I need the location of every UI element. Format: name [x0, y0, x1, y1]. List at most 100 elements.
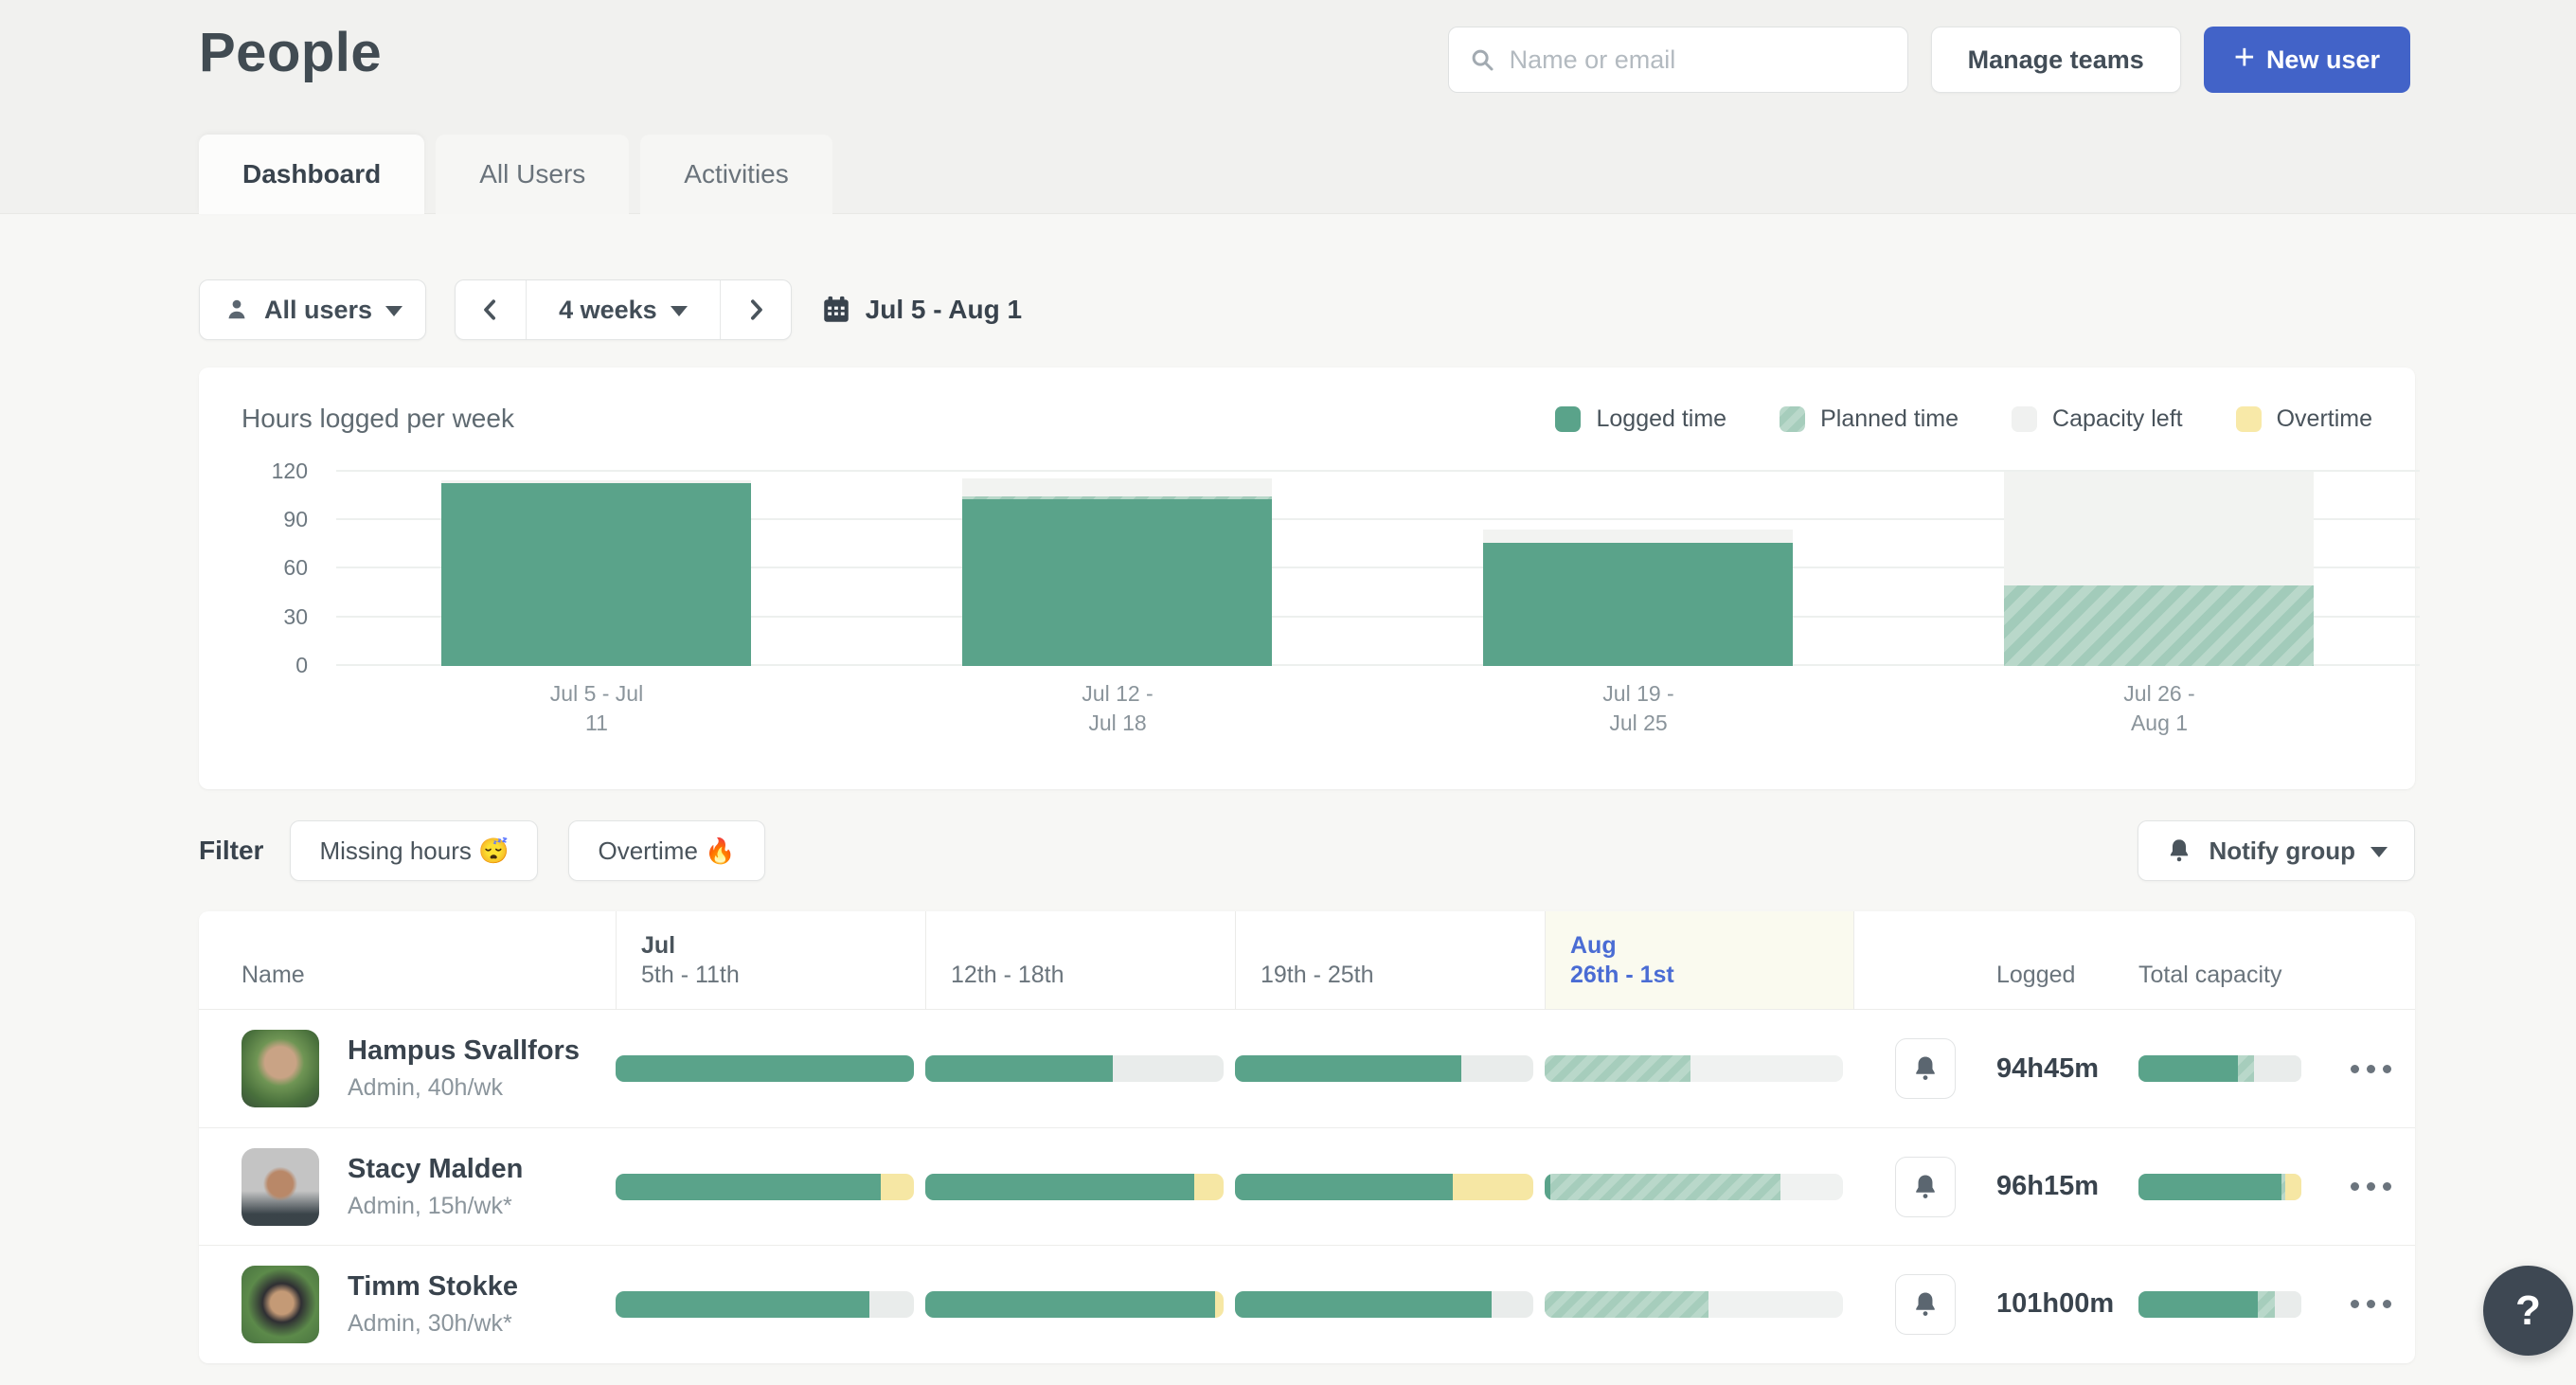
search-box[interactable]	[1447, 27, 1908, 93]
capacity-bar	[2138, 1173, 2301, 1200]
bar-segment-capacity	[1491, 1290, 1533, 1318]
chart-legend: Logged time Planned time Capacity left Over…	[1555, 405, 2372, 433]
new-user-button[interactable]: + New user	[2203, 27, 2410, 93]
manage-teams-button[interactable]: Manage teams	[1930, 27, 2181, 93]
tab-all-users[interactable]: All Users	[436, 135, 630, 214]
menu-dot-icon	[2383, 1300, 2391, 1308]
help-button[interactable]: ?	[2483, 1266, 2573, 1356]
bar-segment-logged	[925, 1290, 1215, 1318]
y-tick-label: 90	[283, 507, 308, 531]
logged-value: 94h45m	[1996, 1052, 2100, 1084]
prev-period-button[interactable]	[456, 280, 526, 339]
week-bar	[925, 1055, 1224, 1082]
avatar	[242, 1265, 319, 1343]
logged-value: 96h15m	[1996, 1171, 2100, 1201]
bell-cell	[1854, 1156, 1996, 1217]
row-menu-button[interactable]	[2337, 1064, 2415, 1073]
notify-user-button[interactable]	[1895, 1156, 1956, 1217]
week-cell-4	[1545, 1290, 1854, 1318]
chart-segment-planned	[2004, 585, 2314, 666]
logged-swatch-icon	[1555, 405, 1582, 432]
capacity-bar	[2138, 1055, 2301, 1082]
chart-segment-planned	[962, 496, 1272, 499]
chart-segment-capacity	[441, 480, 751, 483]
tab-activities[interactable]: Activities	[640, 135, 832, 214]
chart-segment-logged	[962, 499, 1272, 666]
bar-segment-logged	[616, 1055, 914, 1082]
person-meta: Admin, 40h/wk	[348, 1074, 503, 1101]
next-period-button[interactable]	[721, 280, 791, 339]
legend-label: Overtime	[2276, 405, 2372, 432]
person-name: Timm Stokke	[348, 1270, 518, 1302]
column-header-bell	[1854, 911, 1996, 1009]
user-filter-label: All users	[264, 295, 373, 324]
week-cell-1	[616, 1290, 925, 1318]
capacity-segment-planned	[2281, 1173, 2285, 1200]
x-tick-line: Jul 5 - Jul	[549, 681, 644, 706]
capacity-bar	[2138, 1290, 2301, 1318]
bar-segment-logged	[1235, 1055, 1462, 1082]
tabs: Dashboard All Users Activities	[199, 135, 832, 214]
date-range-label: Jul 5 - Aug 1	[865, 295, 1023, 324]
notify-user-button[interactable]	[1895, 1038, 1956, 1099]
y-tick-label: 30	[283, 604, 308, 629]
x-tick-line: 11	[585, 710, 608, 735]
column-header-menu	[2337, 911, 2415, 1009]
filter-row: Filter Missing hours 😴 Overtime 🔥 Notify …	[199, 820, 2415, 881]
week-bar	[616, 1173, 914, 1200]
legend-label: Capacity left	[2052, 405, 2183, 432]
date-range: Jul 5 - Aug 1	[820, 294, 1022, 326]
search-input[interactable]	[1509, 45, 1888, 75]
column-header-logged: Logged	[1996, 962, 2076, 988]
legend-item-capacity: Capacity left	[2012, 405, 2183, 433]
bar-segment-planned	[1545, 1055, 1691, 1082]
bar-segment-overtime	[881, 1173, 914, 1200]
period-dropdown[interactable]: 4 weeks	[526, 280, 721, 339]
chart-segment-capacity	[962, 478, 1272, 496]
capacity-segment-capacity	[2275, 1290, 2301, 1318]
week-bar	[616, 1055, 914, 1082]
week-month-label: Jul	[641, 932, 676, 959]
week-month-label	[1261, 931, 1545, 961]
tab-label: Activities	[684, 159, 789, 189]
calendar-icon	[820, 294, 852, 326]
x-tick-line: Jul 19 -	[1602, 681, 1674, 706]
bar-segment-capacity	[1461, 1055, 1533, 1082]
notify-user-button[interactable]	[1895, 1273, 1956, 1335]
notify-group-button[interactable]: Notify group	[2138, 820, 2415, 881]
capacity-segment-planned	[2257, 1290, 2276, 1318]
row-menu-button[interactable]	[2337, 1300, 2415, 1308]
column-header-week-4: Aug 26th - 1st	[1545, 911, 1854, 1009]
chart-plot	[336, 470, 2420, 666]
week-cell-2	[925, 1290, 1235, 1318]
person-icon	[223, 296, 251, 324]
gridline	[336, 664, 2420, 666]
user-filter-dropdown[interactable]: All users	[199, 279, 427, 340]
column-header-capacity: Total capacity	[2138, 962, 2282, 988]
legend-item-logged: Logged time	[1555, 405, 1726, 433]
week-cell-3	[1235, 1290, 1545, 1318]
week-bar	[1545, 1173, 1843, 1200]
week-bar	[925, 1290, 1224, 1318]
hours-chart-card: Hours logged per week Logged time Planned…	[199, 368, 2420, 789]
bar-segment-overtime	[1452, 1173, 1533, 1200]
bar-segment-future	[1780, 1173, 1843, 1200]
week-month-label: Aug	[1570, 932, 1617, 959]
week-cell-3	[1235, 1173, 1545, 1200]
y-tick-label: 60	[283, 555, 308, 580]
filter-chip-missing-hours[interactable]: Missing hours 😴	[290, 820, 539, 881]
filter-chip-overtime[interactable]: Overtime 🔥	[568, 820, 765, 881]
overtime-swatch-icon	[2235, 405, 2262, 432]
avatar	[242, 1147, 319, 1226]
chart-bar-jul-12-jul-18	[962, 478, 1272, 666]
week-cell-1	[616, 1173, 925, 1200]
week-range-label: 26th - 1st	[1570, 962, 1674, 988]
capacity-cell	[2138, 1055, 2337, 1082]
row-menu-button[interactable]	[2337, 1182, 2415, 1191]
chart-bar-jul-26-aug-1	[2004, 472, 2314, 666]
capacity-segment-logged	[2138, 1290, 2258, 1318]
bar-segment-logged	[925, 1173, 1194, 1200]
x-tick-label: Jul 26 - Aug 1	[1899, 679, 2420, 738]
tab-dashboard[interactable]: Dashboard	[199, 135, 425, 214]
period-control: 4 weeks	[455, 279, 792, 340]
